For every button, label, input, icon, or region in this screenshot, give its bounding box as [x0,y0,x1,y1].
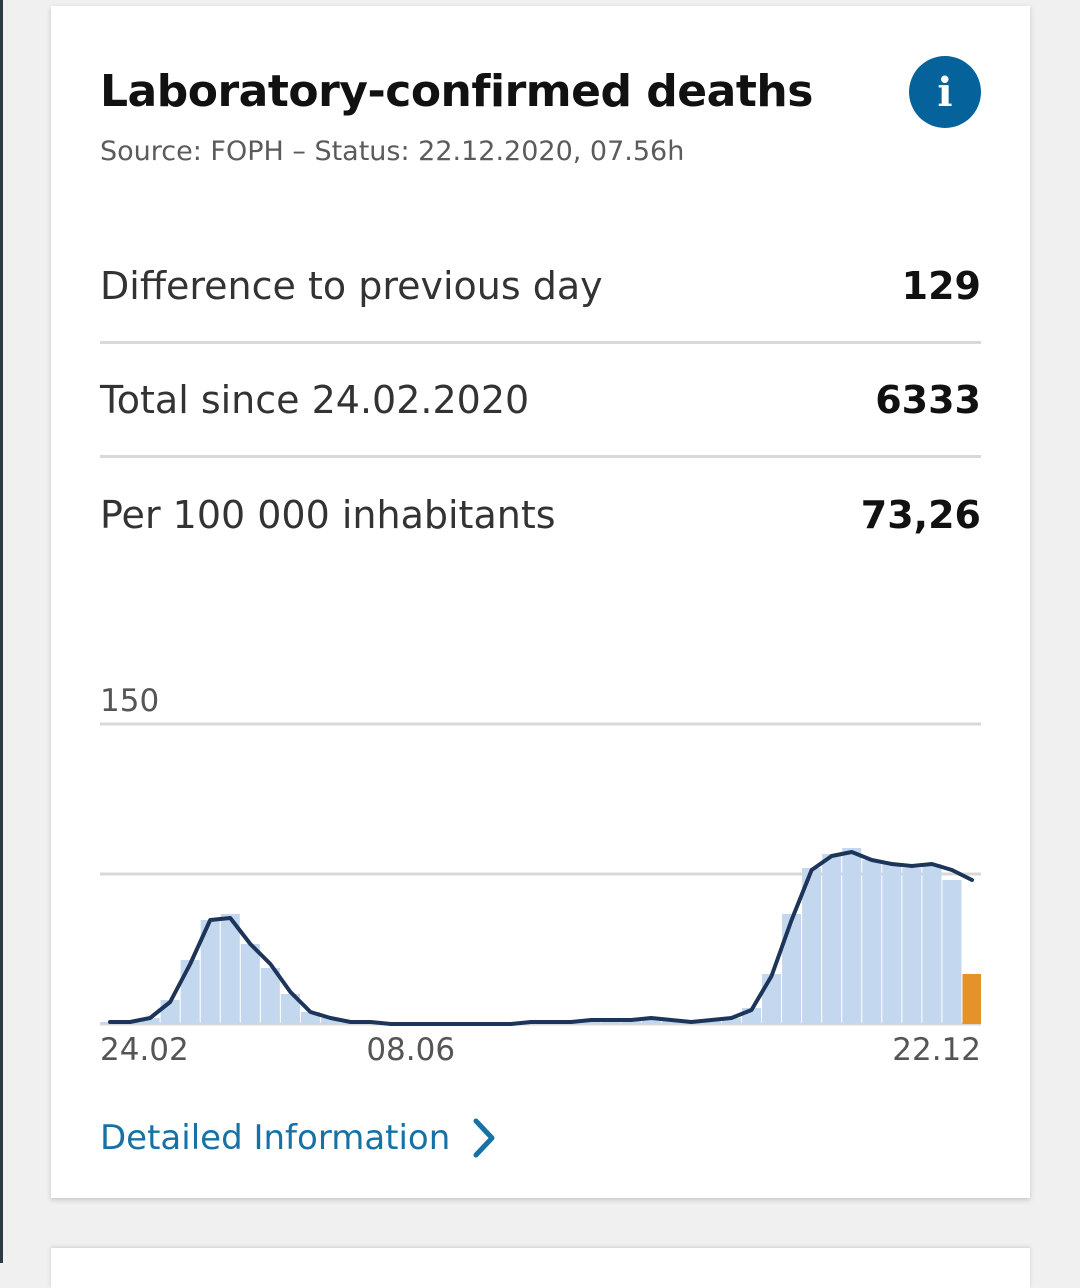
bar [942,880,962,1024]
stat-value: 6333 [875,377,981,422]
x-tick-label: 22.12 [892,1032,981,1068]
bar [762,974,782,1024]
bar [882,864,902,1024]
stat-label: Difference to previous day [100,263,603,308]
bar [721,1018,741,1024]
avg-line [108,850,974,1026]
bar [601,1022,621,1024]
bar [140,1018,160,1024]
deaths-card: Laboratory-confirmed deaths Source: FOPH… [51,6,1030,1198]
x-tick-label: 24.02 [100,1032,189,1068]
bar [862,860,882,1024]
bar [320,1018,341,1024]
stat-label: Total since 24.02.2020 [100,377,530,422]
bar [220,914,240,1024]
bar [240,944,260,1024]
bar [842,848,862,1024]
stat-row-total: Total since 24.02.2020 6333 [100,344,981,458]
bar [260,968,280,1024]
chevron-right-icon [473,1118,495,1158]
bar [902,868,922,1024]
bar [802,868,822,1024]
bar [782,914,802,1024]
bar [280,994,300,1024]
source-status: Source: FOPH – Status: 22.12.2020, 07.56… [100,136,685,167]
deaths-chart[interactable]: 150 24.02 08.06 22.12 [100,678,981,1068]
card-title: Laboratory-confirmed deaths [100,66,813,117]
window-edge [0,0,3,1263]
stat-label: Per 100 000 inhabitants [100,493,556,537]
bar [180,960,200,1024]
bar [962,974,981,1024]
y-tick-label: 150 [100,683,159,719]
info-icon[interactable]: i [909,56,981,128]
detailed-information-link[interactable]: Detailed Information [100,1118,496,1158]
x-tick-label: 08.06 [366,1032,455,1068]
stat-row-difference: Difference to previous day 129 [100,230,981,344]
stat-value: 129 [901,263,981,308]
bar [922,864,942,1024]
stat-row-per-100000: Per 100 000 inhabitants 73,26 [100,458,981,572]
link-label: Detailed Information [100,1118,451,1158]
next-card [51,1248,1030,1288]
bar [822,854,842,1024]
bar [581,1022,601,1024]
bar [200,920,220,1024]
bar [641,1018,661,1024]
stat-value: 73,26 [860,493,981,537]
